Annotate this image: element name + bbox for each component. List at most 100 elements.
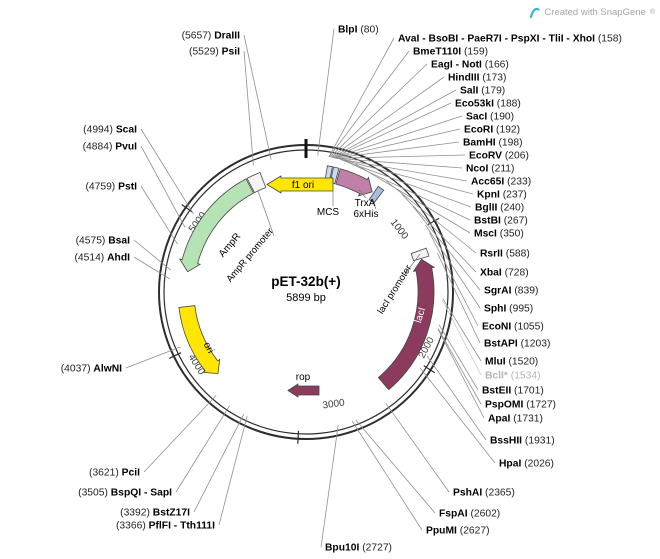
feature-leader-line [372,201,377,210]
site-line-pcii [143,395,217,473]
site-label-pvui: (4884) PvuI [83,142,138,153]
feature-label-mcs: MCS [317,207,340,218]
site-line-bsteii [438,324,479,391]
bp-tick-2000 [423,365,436,374]
site-label-pcii: (3621) PciI [89,468,140,479]
site-label-ecorv: EcoRV (206) [469,151,529,162]
site-line-sphi [425,224,481,309]
feature-6xhis [368,185,385,204]
site-line-mlui [442,298,482,362]
site-line-pflfi-tth111i [218,415,248,526]
site-line-eagi-noti [329,63,428,158]
site-line-bcli [442,300,482,376]
snapgene-logo-icon [530,7,541,19]
site-label-pspomi: PspOMI (1727) [485,400,556,411]
feature-rop [287,383,320,398]
feature-label-trxa: TrxA [355,198,376,209]
feature-leader-line [404,253,421,275]
site-label-msci: MscI (350) [474,229,524,240]
site-line-bspqi-sapi [175,405,230,493]
site-line-ppumi [351,420,423,531]
site-label-saci: SacI (190) [466,112,514,123]
bp-tick-label-3000: 3000 [322,397,346,411]
bp-tick-3000 [297,430,300,444]
bp-tick-5000 [181,204,193,213]
site-line-apai [437,328,485,419]
feature-laci [377,258,436,391]
site-label-xbai: XbaI (728) [480,268,529,279]
site-line-sali [331,89,457,158]
site-line-bsshii [426,355,487,441]
site-line-acc65i [339,158,468,182]
site-line-sgrai [412,205,481,291]
site-line-bstz17i [193,413,245,513]
site-label-bsai: (4575) BsaI [76,236,131,247]
site-line-xbai [401,193,477,273]
site-label-draiii: (5657) DraIII [182,31,241,42]
site-label-bglii: BglII (240) [475,203,524,214]
site-label-kpni: KpnI (237) [477,190,527,201]
site-label-rsrii: RsrII (588) [480,249,530,260]
site-line-blpi [317,28,335,156]
watermark: Created with SnapGene ® [529,6,655,19]
site-line-ecorv [335,154,466,159]
site-label-pflfi-tth111i: (3366) PflFI - Tth111I [116,521,215,532]
site-line-econi [429,232,479,327]
site-label-ecori: EcoRI (192) [464,125,520,136]
feature-label-ampr: AmpR [217,231,243,259]
site-label-eco53ki: Eco53kI (188) [455,99,521,110]
site-line-bstapi [436,252,481,344]
site-line-hindiii [330,76,445,158]
site-label-fspai: FspAI (2602) [439,509,500,520]
site-label-bcli: BclI* (1534) [485,371,541,382]
site-line-rsrii [386,180,477,254]
feature-label-laci-promoter: lacI promoter [376,263,415,316]
site-line-draiii [243,34,272,160]
site-label-apai: ApaI (1731) [488,414,543,425]
site-label-ahdi: (4514) AhdI [74,253,130,264]
site-label-sali: SalI (179) [460,86,505,97]
feature-label-f1-ori: f1 ori [292,180,314,191]
site-line-ahdi [133,256,170,280]
site-line-ncoi [336,158,463,169]
site-label-blpi: BlpI (80) [338,25,379,36]
site-label-sgrai: SgrAI (839) [484,286,538,297]
site-line-saci [333,115,463,159]
watermark-text: Created with SnapGene [544,7,646,18]
site-line-bmet110i [328,50,410,158]
site-line-bglii [340,159,472,208]
site-line-pspomi [437,328,482,405]
site-label-bpu10i: Bpu10I (2727) [325,543,392,554]
site-line-pshai [385,403,450,493]
site-line-kpni [340,158,474,195]
site-label-bstz17i: (3392) BstZ17I [120,508,190,519]
plasmid-title-block: pET-32b(+) 5899 bp [271,274,340,304]
feature-label-rop: rop [296,372,311,383]
feature-trxa [335,168,373,197]
site-label-bamhi: BamHI (198) [463,138,523,149]
plasmid-size: 5899 bp [286,292,326,304]
site-label-scai: (4994) ScaI [83,125,137,136]
feature-label-6xhis: 6xHis [353,209,378,220]
site-label-acc65i: Acc65I (233) [471,177,531,188]
site-label-bsteii: BstEII (1701) [482,386,544,397]
feature-ori [178,305,221,375]
feature-ampr-promoter [246,171,267,194]
bp-tick-4000 [169,352,182,359]
site-line-fspai [355,419,436,514]
site-label-ncoi: NcoI (211) [466,164,514,175]
site-line-hpai [419,367,496,464]
site-line-avai-bsobi-paer7i-pspxi-tlii-xhoi [328,37,395,158]
site-line-psii [243,50,254,166]
site-label-bsshii: BssHII (1931) [490,436,555,447]
feature-ampr [178,178,255,273]
feature-leader-line [358,189,367,199]
plasmid-name: pET-32b(+) [271,274,341,289]
site-label-hindiii: HindIII (173) [448,73,506,84]
site-label-pshai: PshAI (2365) [453,488,515,499]
site-label-psii: (5529) PsiI [189,47,240,58]
site-label-ppumi: PpuMI (2627) [426,526,490,537]
site-line-psti [140,185,178,245]
